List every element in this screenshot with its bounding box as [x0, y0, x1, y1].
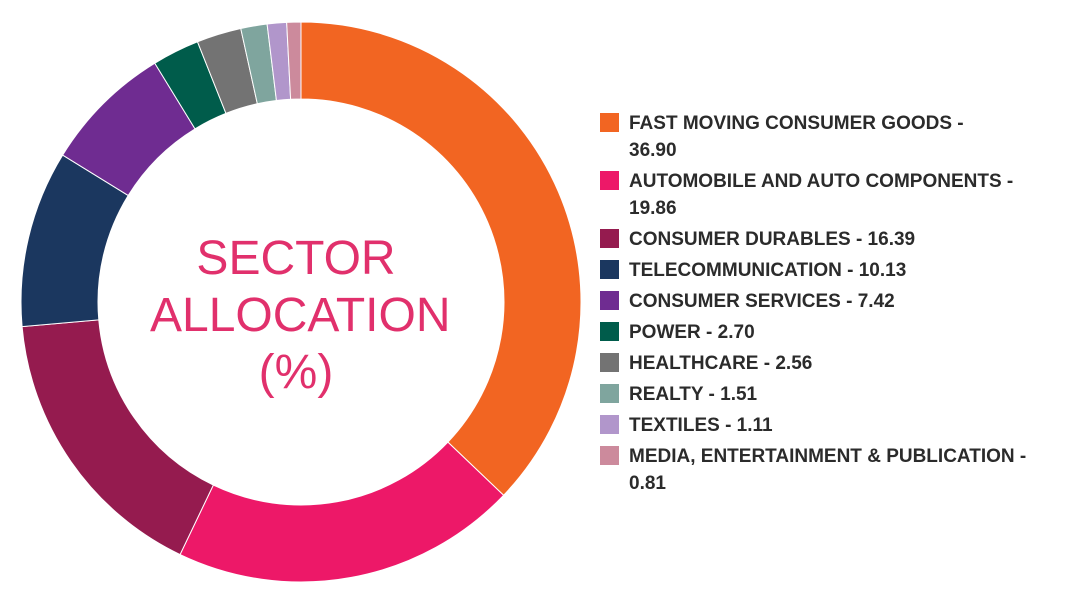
chart-title-line-3: (%) [258, 346, 334, 399]
legend-label: TELECOMMUNICATION - 10.13 [629, 257, 906, 284]
legend-label-line: TELECOMMUNICATION - 10.13 [629, 260, 907, 281]
legend-label-line: 19.86 [629, 198, 677, 219]
donut-slice-1 [300, 21, 582, 496]
legend-label: HEALTHCARE - 2.56 [629, 350, 812, 377]
legend-label: FAST MOVING CONSUMER GOODS - 36.90 [629, 110, 964, 164]
legend-label-line: MEDIA, ENTERTAINMENT & PUBLICATION - [629, 446, 1027, 467]
legend-swatch [600, 384, 619, 403]
legend-label: AUTOMOBILE AND AUTO COMPONENTS - 19.86 [629, 168, 1013, 222]
legend-label: REALTY - 1.51 [629, 381, 757, 408]
donut-slice-2 [179, 441, 505, 583]
legend-label-line: CONSUMER SERVICES - 7.42 [629, 291, 895, 312]
legend-item: TELECOMMUNICATION - 10.13 [600, 257, 1065, 284]
legend-item: TEXTILES - 1.11 [600, 412, 1065, 439]
legend-label-line: HEALTHCARE - 2.56 [629, 353, 813, 374]
legend-swatch [600, 229, 619, 248]
legend-label-line: 36.90 [629, 140, 677, 161]
legend-item: MEDIA, ENTERTAINMENT & PUBLICATION - 0.81 [600, 443, 1065, 497]
legend-item: AUTOMOBILE AND AUTO COMPONENTS - 19.86 [600, 168, 1065, 222]
legend-label-line: AUTOMOBILE AND AUTO COMPONENTS - [629, 171, 1014, 192]
legend-label: POWER - 2.70 [629, 319, 755, 346]
legend-label: CONSUMER DURABLES - 16.39 [629, 226, 915, 253]
legend-swatch [600, 322, 619, 341]
legend-label-line: POWER - 2.70 [629, 322, 755, 343]
legend-label-line: TEXTILES - 1.11 [629, 415, 773, 436]
donut-slice-10 [286, 21, 302, 100]
legend-swatch [600, 291, 619, 310]
legend-item: FAST MOVING CONSUMER GOODS - 36.90 [600, 110, 1065, 164]
legend-label: TEXTILES - 1.11 [629, 412, 773, 439]
legend-item: POWER - 2.70 [600, 319, 1065, 346]
legend-swatch [600, 113, 619, 132]
legend-label: CONSUMER SERVICES - 7.42 [629, 288, 895, 315]
legend-label-line: REALTY - 1.51 [629, 384, 758, 405]
legend-item: HEALTHCARE - 2.56 [600, 350, 1065, 377]
legend-label-line: CONSUMER DURABLES - 16.39 [629, 229, 916, 250]
chart-title: SECTOR ALLOCATION (%) [150, 230, 451, 401]
legend-item: CONSUMER DURABLES - 16.39 [600, 226, 1065, 253]
legend-swatch [600, 171, 619, 190]
legend-swatch [600, 415, 619, 434]
legend-label-line: FAST MOVING CONSUMER GOODS - [629, 113, 964, 134]
chart-title-line-2: ALLOCATION [150, 289, 451, 342]
chart-legend: FAST MOVING CONSUMER GOODS - 36.90 AUTOMOB… [600, 110, 1065, 501]
legend-swatch [600, 446, 619, 465]
legend-swatch [600, 353, 619, 372]
legend-item: CONSUMER SERVICES - 7.42 [600, 288, 1065, 315]
legend-swatch [600, 260, 619, 279]
chart-title-line-1: SECTOR [196, 232, 396, 285]
legend-label: MEDIA, ENTERTAINMENT & PUBLICATION - 0.81 [629, 443, 1026, 497]
legend-item: REALTY - 1.51 [600, 381, 1065, 408]
legend-label-line: 0.81 [629, 473, 666, 494]
